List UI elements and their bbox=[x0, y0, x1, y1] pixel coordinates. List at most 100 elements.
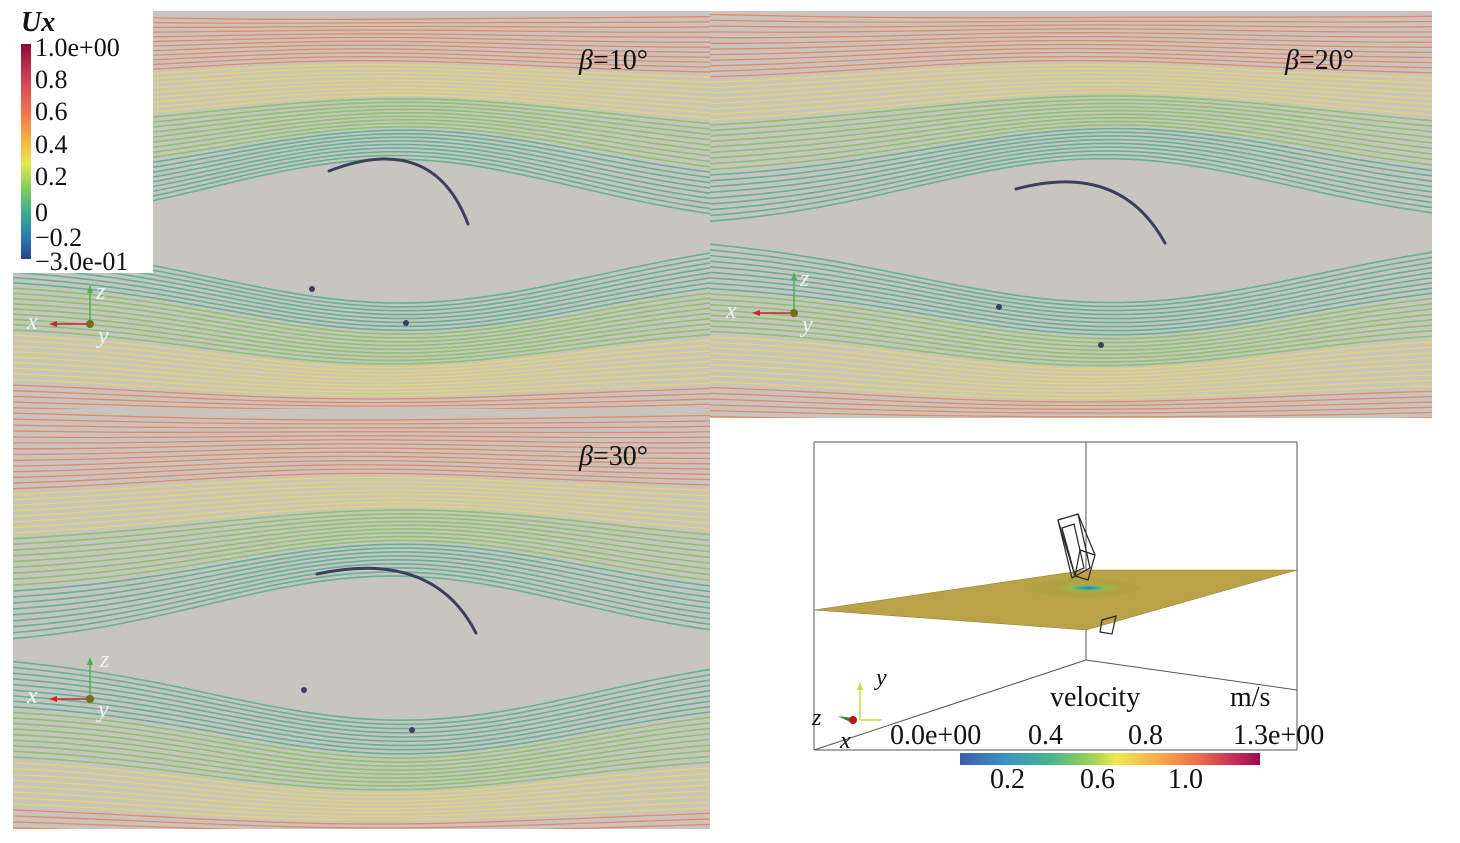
streamline bbox=[13, 678, 710, 734]
streamline bbox=[710, 43, 1432, 56]
colorbar-label: 0.8 bbox=[35, 65, 68, 94]
streamline bbox=[710, 386, 1432, 403]
streamline bbox=[13, 378, 710, 397]
streamline bbox=[13, 443, 710, 450]
streamline bbox=[710, 265, 1432, 320]
colorbar-label: 1.0e+00 bbox=[35, 33, 120, 62]
streamline bbox=[710, 249, 1432, 308]
streamline bbox=[710, 109, 1432, 148]
velocity-plane bbox=[813, 569, 1298, 631]
streamline bbox=[13, 367, 710, 390]
colorbar-label: −3.0e-01 bbox=[35, 247, 129, 276]
beta-label: β=10° bbox=[579, 45, 648, 76]
streamline bbox=[13, 271, 710, 324]
axis-y-label: y bbox=[98, 323, 109, 349]
streamline bbox=[13, 356, 710, 383]
streamline bbox=[710, 298, 1432, 344]
streamline bbox=[710, 325, 1432, 363]
streamline bbox=[710, 146, 1432, 205]
streamline-panel-beta-20: β=20° z x y bbox=[710, 11, 1432, 418]
streamline bbox=[710, 135, 1432, 188]
streamline bbox=[13, 481, 710, 501]
streamline bbox=[13, 509, 710, 540]
streamline bbox=[13, 323, 710, 362]
streamline bbox=[710, 106, 1432, 143]
axis-z-label: z bbox=[96, 279, 106, 305]
streamline bbox=[710, 91, 1432, 121]
streamline bbox=[710, 153, 1432, 217]
inset-axis-x-label: x bbox=[840, 728, 851, 754]
axis-x-label: x bbox=[27, 683, 38, 709]
blade-section bbox=[327, 157, 470, 226]
streamline bbox=[13, 558, 710, 616]
streamline bbox=[13, 756, 710, 791]
streamline bbox=[710, 51, 1432, 67]
streamline bbox=[13, 451, 710, 461]
streamline bbox=[13, 329, 710, 365]
colorbar-title: Ux bbox=[21, 7, 56, 38]
streamline bbox=[13, 728, 710, 772]
streamline bbox=[13, 485, 710, 506]
streamline bbox=[13, 334, 710, 369]
streamline bbox=[710, 293, 1432, 340]
streamline bbox=[13, 390, 710, 404]
velocity-bottom-label: 0.2 bbox=[990, 764, 1025, 795]
streamline bbox=[13, 447, 710, 456]
inset-axes-triad bbox=[838, 682, 882, 724]
streamline bbox=[710, 131, 1432, 182]
streamline bbox=[710, 116, 1432, 159]
streamline bbox=[710, 409, 1432, 418]
streamline bbox=[710, 254, 1432, 312]
streamline bbox=[13, 430, 710, 434]
streamline bbox=[710, 19, 1432, 23]
streamline bbox=[710, 95, 1432, 126]
streamline bbox=[710, 83, 1432, 110]
streamline bbox=[13, 516, 710, 551]
streamline bbox=[13, 524, 710, 563]
streamline bbox=[13, 717, 710, 763]
streamline bbox=[13, 318, 710, 358]
streamline bbox=[13, 700, 710, 751]
streamline bbox=[13, 455, 710, 467]
streamline bbox=[13, 520, 710, 557]
streamline bbox=[13, 292, 710, 339]
streamline bbox=[13, 345, 710, 376]
velocity-top-label: 0.0e+00 bbox=[890, 720, 982, 751]
streamline bbox=[13, 373, 710, 393]
streamline bbox=[13, 745, 710, 783]
axis-x-label: x bbox=[726, 298, 737, 324]
streamline bbox=[13, 313, 710, 354]
streamline bbox=[710, 64, 1432, 83]
streamline bbox=[13, 528, 710, 569]
streamline bbox=[710, 314, 1432, 356]
streamline bbox=[13, 547, 710, 598]
colorbar-label: 0.4 bbox=[35, 130, 68, 159]
streamline bbox=[13, 803, 710, 821]
streamline bbox=[13, 551, 710, 604]
colorbar-gradient bbox=[21, 44, 31, 259]
streamline bbox=[13, 555, 710, 610]
vortex-core-marker bbox=[309, 286, 315, 292]
streamline bbox=[710, 59, 1432, 78]
streamline bbox=[13, 539, 710, 586]
streamline bbox=[13, 476, 710, 495]
velocity-colorbar bbox=[960, 753, 1260, 765]
ux-colorbar-legend: Ux 1.0e+00 0.8 0.6 0.4 0.2 0 −0.2 −3.0e-… bbox=[13, 7, 153, 276]
streamline bbox=[13, 418, 710, 425]
streamline bbox=[710, 398, 1432, 410]
streamline bbox=[710, 72, 1432, 94]
colorbar-label: 0.6 bbox=[35, 97, 68, 126]
streamline bbox=[710, 150, 1432, 211]
streamline-field bbox=[710, 13, 1432, 418]
streamline bbox=[710, 98, 1432, 132]
streamline bbox=[710, 124, 1432, 171]
velocity-legend-title: velocity bbox=[1050, 682, 1141, 713]
velocity-legend-unit: m/s bbox=[1230, 682, 1271, 713]
streamline bbox=[710, 341, 1432, 374]
streamline bbox=[710, 113, 1432, 154]
vortex-core-marker bbox=[409, 727, 415, 733]
vortex-core-marker bbox=[403, 320, 409, 326]
streamline bbox=[13, 762, 710, 795]
streamline bbox=[13, 401, 710, 409]
domain-box bbox=[813, 441, 1298, 751]
